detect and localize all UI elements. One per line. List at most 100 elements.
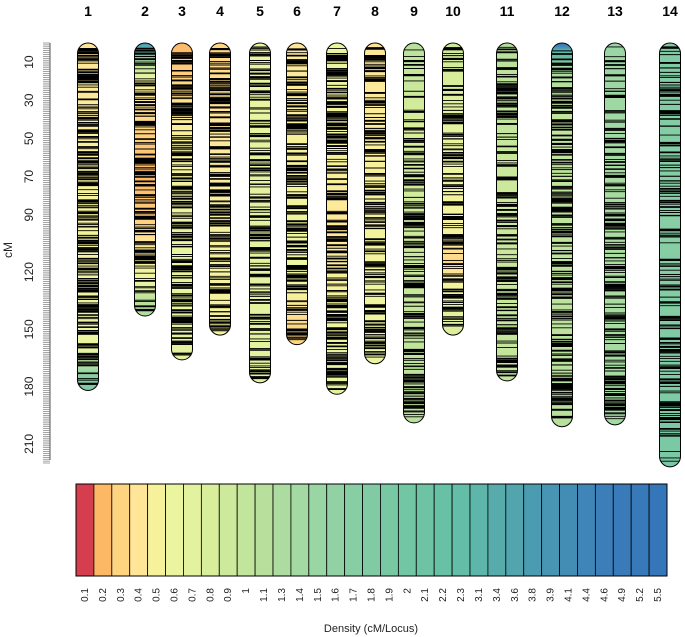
density-segment xyxy=(551,279,573,283)
density-segment xyxy=(403,291,425,294)
density-segment xyxy=(249,144,271,147)
density-segment xyxy=(286,155,308,159)
density-segment xyxy=(326,291,348,294)
density-segment xyxy=(364,285,386,288)
density-segment xyxy=(403,247,425,250)
density-segment xyxy=(403,148,425,151)
density-segment xyxy=(77,216,99,220)
density-segment xyxy=(496,379,518,381)
density-segment xyxy=(442,304,464,308)
density-segment xyxy=(249,58,271,61)
density-segment xyxy=(604,188,626,191)
density-segment xyxy=(209,134,231,138)
density-segment xyxy=(326,146,348,149)
density-segment xyxy=(659,451,681,455)
density-segment xyxy=(604,342,626,346)
density-segment xyxy=(659,163,681,166)
density-segment xyxy=(551,350,573,353)
density-segment xyxy=(403,71,425,75)
density-segment xyxy=(442,43,464,46)
density-segment xyxy=(551,170,573,174)
density-segment xyxy=(551,136,573,140)
density-segment xyxy=(442,211,464,214)
density-segment xyxy=(442,333,464,336)
density-segment xyxy=(659,182,681,185)
density-segment xyxy=(659,75,681,78)
density-segment xyxy=(442,205,464,208)
density-segment xyxy=(134,205,156,208)
density-segment xyxy=(209,230,231,233)
density-segment xyxy=(659,398,681,401)
density-segment xyxy=(77,149,99,153)
density-segment xyxy=(77,169,99,172)
density-segment xyxy=(659,463,681,466)
density-segment xyxy=(249,148,271,151)
density-segment xyxy=(442,325,464,329)
density-segment xyxy=(403,77,425,80)
density-segment xyxy=(364,146,386,149)
density-segment xyxy=(249,60,271,63)
density-segment xyxy=(209,58,231,61)
density-segment xyxy=(326,161,348,164)
density-segment xyxy=(659,295,681,298)
density-segment xyxy=(496,254,518,258)
density-segment xyxy=(604,361,626,365)
density-segment xyxy=(551,298,573,302)
density-segment xyxy=(209,125,231,128)
density-segment xyxy=(604,398,626,401)
density-segment xyxy=(249,113,271,117)
density-segment xyxy=(134,296,156,300)
density-segment xyxy=(403,233,425,237)
density-segment xyxy=(326,245,348,248)
density-segment xyxy=(659,419,681,422)
density-segment xyxy=(496,340,518,344)
density-segment xyxy=(364,50,386,54)
density-segment xyxy=(286,314,308,317)
density-segment xyxy=(364,121,386,124)
density-segment xyxy=(403,69,425,73)
density-segment xyxy=(442,109,464,113)
density-segment xyxy=(134,226,156,229)
density-segment xyxy=(326,176,348,180)
density-segment xyxy=(134,115,156,119)
density-segment xyxy=(77,44,99,48)
density-segment xyxy=(659,146,681,149)
density-segment xyxy=(249,243,271,246)
density-segment xyxy=(249,344,271,348)
density-segment xyxy=(364,298,386,302)
density-segment xyxy=(403,132,425,136)
density-segment xyxy=(249,92,271,96)
density-segment xyxy=(604,92,626,96)
density-segment xyxy=(551,337,573,340)
density-segment xyxy=(364,90,386,94)
density-segment xyxy=(171,312,193,315)
density-segment xyxy=(77,138,99,141)
density-segment xyxy=(249,106,271,109)
density-segment xyxy=(364,157,386,161)
density-segment xyxy=(659,188,681,191)
density-segment xyxy=(659,289,681,292)
density-segment xyxy=(209,285,231,288)
density-segment xyxy=(249,128,271,132)
density-segment xyxy=(659,106,681,109)
density-segment xyxy=(551,323,573,327)
density-segment xyxy=(209,83,231,86)
density-segment xyxy=(551,409,573,413)
density-segment xyxy=(364,314,386,317)
density-segment xyxy=(551,165,573,168)
density-segment xyxy=(171,212,193,216)
density-segment xyxy=(604,130,626,134)
density-segment xyxy=(551,56,573,59)
density-segment xyxy=(364,228,386,231)
density-segment xyxy=(364,98,386,101)
density-segment xyxy=(134,218,156,222)
density-segment xyxy=(442,92,464,96)
density-segment xyxy=(442,127,464,130)
density-segment xyxy=(209,100,231,103)
density-segment xyxy=(496,136,518,140)
density-segment xyxy=(209,169,231,172)
density-segment xyxy=(496,354,518,357)
density-segment xyxy=(134,281,156,285)
density-segment xyxy=(249,363,271,367)
